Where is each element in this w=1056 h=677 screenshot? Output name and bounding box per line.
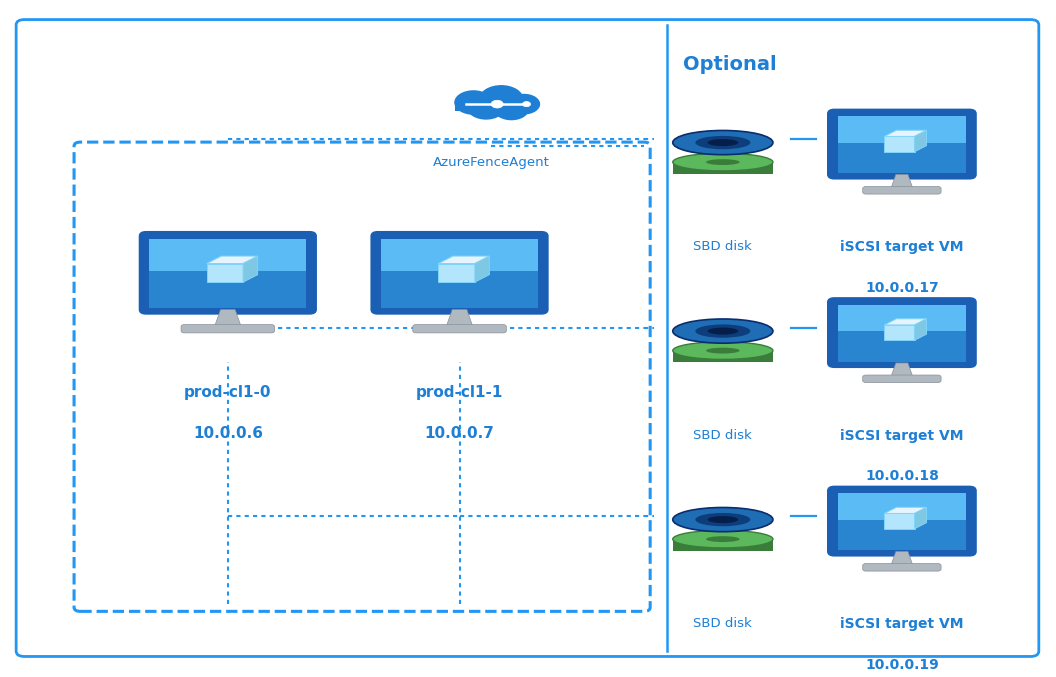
- Polygon shape: [891, 175, 912, 188]
- Ellipse shape: [706, 159, 739, 165]
- Ellipse shape: [708, 516, 738, 523]
- FancyBboxPatch shape: [139, 232, 316, 313]
- Polygon shape: [891, 552, 912, 565]
- Polygon shape: [914, 130, 926, 152]
- Text: prod-cl1-0: prod-cl1-0: [184, 385, 271, 400]
- Ellipse shape: [695, 513, 751, 526]
- FancyBboxPatch shape: [828, 298, 976, 367]
- FancyBboxPatch shape: [381, 271, 539, 308]
- Polygon shape: [885, 319, 926, 325]
- FancyBboxPatch shape: [181, 324, 275, 333]
- Text: AzureFenceAgent: AzureFenceAgent: [433, 156, 549, 169]
- Polygon shape: [914, 319, 926, 341]
- Circle shape: [493, 97, 529, 121]
- Text: iSCSI target VM: iSCSI target VM: [841, 429, 964, 443]
- Ellipse shape: [673, 153, 773, 171]
- FancyBboxPatch shape: [149, 271, 306, 308]
- FancyBboxPatch shape: [413, 324, 506, 333]
- Ellipse shape: [673, 319, 773, 343]
- Polygon shape: [207, 263, 243, 282]
- FancyBboxPatch shape: [837, 305, 966, 331]
- Text: 10.0.0.7: 10.0.0.7: [425, 426, 494, 441]
- FancyBboxPatch shape: [455, 101, 528, 110]
- Polygon shape: [438, 263, 475, 282]
- Text: prod-cl1-1: prod-cl1-1: [416, 385, 504, 400]
- FancyBboxPatch shape: [837, 143, 966, 173]
- Circle shape: [491, 100, 504, 108]
- FancyBboxPatch shape: [863, 375, 941, 383]
- Polygon shape: [885, 130, 926, 136]
- FancyBboxPatch shape: [673, 351, 773, 362]
- FancyBboxPatch shape: [16, 20, 1039, 657]
- Text: iSCSI target VM: iSCSI target VM: [841, 240, 964, 255]
- Polygon shape: [891, 363, 912, 377]
- Ellipse shape: [673, 508, 773, 531]
- FancyBboxPatch shape: [149, 239, 306, 271]
- Text: 10.0.0.18: 10.0.0.18: [865, 469, 939, 483]
- FancyBboxPatch shape: [837, 520, 966, 550]
- Polygon shape: [243, 256, 258, 282]
- Text: SBD disk: SBD disk: [694, 617, 752, 630]
- Ellipse shape: [708, 328, 738, 334]
- Polygon shape: [447, 309, 473, 326]
- Circle shape: [479, 85, 524, 114]
- Circle shape: [454, 90, 493, 115]
- Text: Optional: Optional: [683, 56, 776, 74]
- FancyBboxPatch shape: [673, 539, 773, 551]
- Polygon shape: [207, 256, 258, 263]
- FancyBboxPatch shape: [863, 563, 941, 571]
- FancyBboxPatch shape: [828, 487, 976, 556]
- Ellipse shape: [695, 324, 751, 338]
- Ellipse shape: [706, 536, 739, 542]
- FancyBboxPatch shape: [381, 239, 539, 271]
- Circle shape: [508, 94, 541, 114]
- Text: SBD disk: SBD disk: [694, 429, 752, 442]
- Text: iSCSI target VM: iSCSI target VM: [841, 617, 964, 632]
- FancyBboxPatch shape: [372, 232, 548, 313]
- Polygon shape: [885, 513, 914, 529]
- Ellipse shape: [706, 348, 739, 353]
- Ellipse shape: [673, 131, 773, 154]
- FancyBboxPatch shape: [863, 187, 941, 194]
- FancyBboxPatch shape: [673, 162, 773, 174]
- Polygon shape: [438, 256, 489, 263]
- FancyBboxPatch shape: [837, 331, 966, 362]
- Polygon shape: [475, 256, 489, 282]
- FancyBboxPatch shape: [837, 493, 966, 520]
- Ellipse shape: [673, 342, 773, 359]
- Ellipse shape: [673, 530, 773, 548]
- Text: 10.0.0.6: 10.0.0.6: [193, 426, 263, 441]
- Text: 10.0.0.19: 10.0.0.19: [865, 658, 939, 672]
- Ellipse shape: [708, 139, 738, 146]
- FancyBboxPatch shape: [837, 116, 966, 143]
- Text: 10.0.0.17: 10.0.0.17: [865, 281, 939, 294]
- Polygon shape: [914, 507, 926, 529]
- FancyBboxPatch shape: [828, 110, 976, 179]
- Polygon shape: [885, 507, 926, 513]
- Ellipse shape: [695, 136, 751, 149]
- Circle shape: [523, 102, 530, 107]
- Polygon shape: [885, 136, 914, 152]
- Circle shape: [467, 95, 505, 120]
- Text: SBD disk: SBD disk: [694, 240, 752, 253]
- Polygon shape: [885, 325, 914, 341]
- Polygon shape: [214, 309, 241, 326]
